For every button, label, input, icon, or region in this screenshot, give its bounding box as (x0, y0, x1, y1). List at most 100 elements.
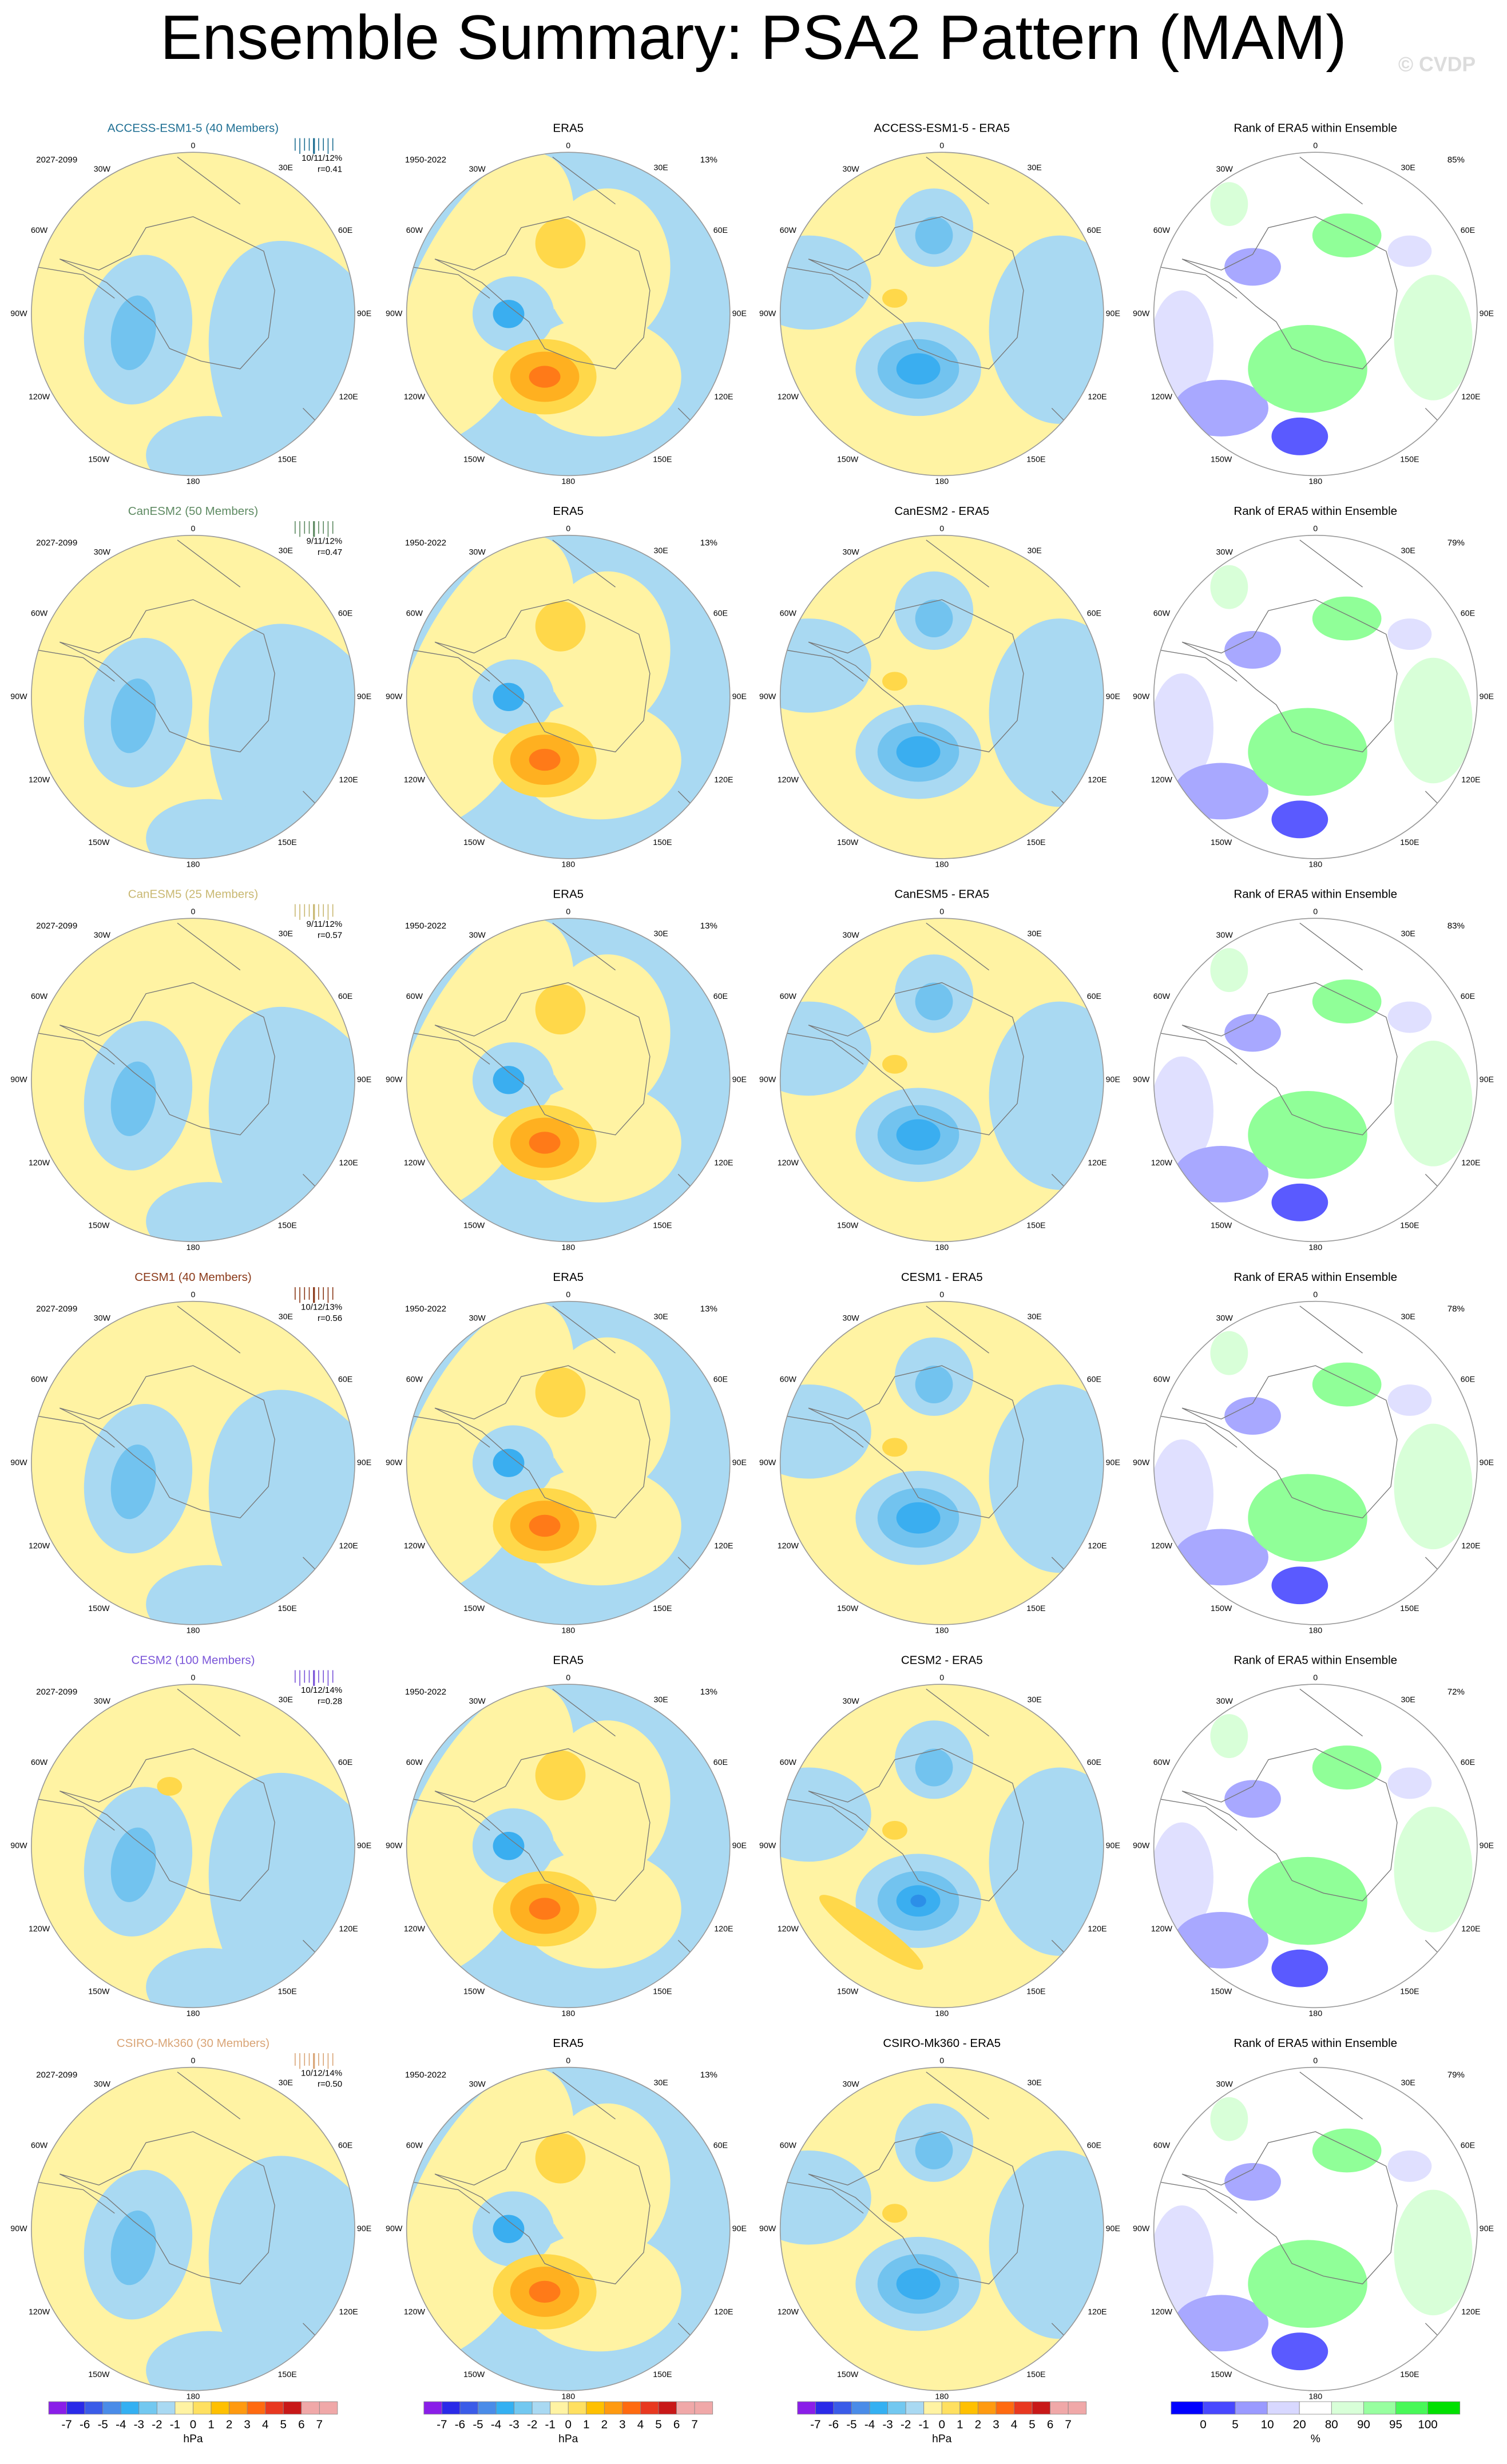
colorbar-box (211, 2401, 229, 2415)
lon-label: 30E (1027, 929, 1041, 938)
lon-label: 60E (713, 992, 728, 1001)
lon-label: 150W (837, 1604, 859, 1613)
lon-label: 150E (1400, 838, 1419, 847)
lon-label: 180 (561, 2009, 575, 2018)
colorbar-box (1068, 2401, 1087, 2415)
lon-label: 60E (1461, 226, 1475, 235)
map-border (31, 152, 355, 477)
field-contour (1387, 618, 1432, 650)
lon-label: 90E (1480, 310, 1494, 319)
lon-label: 0 (566, 2056, 570, 2065)
lon-label: 60E (338, 992, 352, 1001)
map-border (406, 918, 731, 1243)
lon-label: 180 (1308, 477, 1322, 486)
colorbar-box (514, 2401, 533, 2415)
coastline (59, 2131, 275, 2284)
lon-label: 60W (1153, 992, 1171, 1001)
map-border (779, 918, 1104, 1243)
lon-label: 60E (1087, 609, 1101, 618)
field-contour (535, 1367, 586, 1418)
lon-label: 30E (653, 2078, 668, 2088)
lon-label: 30W (94, 1697, 111, 1706)
lon-label: 150W (88, 1604, 110, 1613)
map-border (31, 1684, 355, 2009)
era-period: 1950-2022 (405, 1304, 446, 1314)
field-contour (989, 2150, 1104, 2339)
colorbar-box (1299, 2401, 1332, 2415)
lon-label: 90E (1480, 1076, 1494, 1085)
lon-label: 90W (1133, 1458, 1150, 1467)
map-border (779, 2066, 1104, 2391)
lon-label: 0 (1313, 141, 1318, 150)
field-contour (110, 2210, 156, 2286)
colorbar-label: 7 (316, 2418, 323, 2431)
field-contour (989, 618, 1104, 807)
field-contour (819, 1895, 923, 1970)
field-contour (529, 366, 561, 388)
lon-label: 0 (939, 141, 944, 150)
colorbar-label: -2 (152, 2418, 162, 2431)
field-contour (1224, 1397, 1281, 1435)
era-pct: 13% (700, 155, 717, 165)
map (406, 2067, 730, 2391)
lon-label: 60W (406, 2141, 423, 2150)
lon-label: 90W (759, 1076, 776, 1085)
field-contour (1224, 631, 1281, 669)
colorbar-label: 0 (1200, 2418, 1206, 2431)
lon-label: 150W (463, 455, 485, 465)
map-border (31, 534, 355, 859)
field-contour (1174, 380, 1268, 437)
colorbar-label: -5 (473, 2418, 483, 2431)
field-contour (910, 1894, 926, 1907)
lon-label: 60W (406, 1758, 423, 1767)
field-contour (146, 1948, 272, 2008)
lon-label: 30E (279, 2078, 293, 2088)
lon-label: 30W (469, 1314, 486, 1323)
colorbar-label: 95 (1389, 2418, 1402, 2431)
lon-label: 150E (1026, 1221, 1045, 1231)
colorbar-label: 5 (1232, 2418, 1238, 2431)
spread-stat: 10/12/14% (301, 1685, 342, 1695)
field-contour (1248, 1090, 1367, 1179)
lon-label: 60E (1461, 992, 1475, 1001)
lon-label: 60W (780, 2141, 797, 2150)
colorbar-box (658, 2401, 677, 2415)
colorbar-box (694, 2401, 713, 2415)
lon-label: 90W (386, 310, 403, 319)
lon-label: 90E (1480, 692, 1494, 701)
lon-label: 90E (732, 1076, 747, 1085)
field-contour (1224, 1014, 1281, 1052)
lon-label: 30W (1216, 2080, 1233, 2089)
lon-label: 90E (357, 692, 371, 701)
map (780, 535, 1104, 859)
map-border (779, 152, 1104, 477)
lon-label: 150E (1026, 2370, 1045, 2379)
lon-label: 60W (406, 1375, 423, 1384)
lon-label: 30E (279, 163, 293, 172)
lon-label: 150W (463, 2370, 485, 2379)
lon-label: 30E (653, 163, 668, 172)
lon-label: 150W (837, 1987, 859, 1997)
colorbar-label: -1 (919, 2418, 929, 2431)
colorbar-label: 4 (262, 2418, 268, 2431)
field-contour (882, 1054, 907, 1074)
lon-label: 60E (1461, 609, 1475, 618)
colorbar-label: 7 (1065, 2418, 1071, 2431)
field-contour (1174, 1911, 1268, 1969)
lon-label: 0 (191, 141, 196, 150)
lon-label: 150E (277, 1987, 296, 1997)
lon-label: 60E (338, 609, 352, 618)
colorbar-box (1427, 2401, 1461, 2415)
lon-label: 60E (338, 2141, 352, 2150)
lon-label: 90W (386, 1841, 403, 1850)
map (406, 1684, 730, 2008)
lon-label: 30E (653, 1695, 668, 1704)
lon-label: 30E (279, 546, 293, 556)
lon-label: 30E (1027, 163, 1041, 172)
lon-label: 120W (404, 775, 426, 784)
lon-label: 180 (561, 477, 575, 486)
lon-label: 90W (386, 2224, 403, 2233)
field-contour (493, 300, 525, 328)
field-contour (529, 1132, 561, 1154)
lon-label: 60W (780, 609, 797, 618)
